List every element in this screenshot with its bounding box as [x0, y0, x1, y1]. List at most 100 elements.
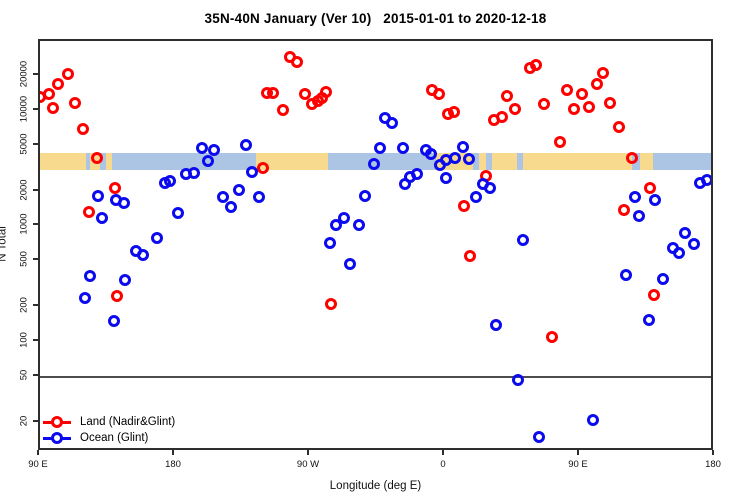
- legend: Land (Nadir&Glint) Ocean (Glint): [43, 414, 175, 446]
- x-tick: [442, 450, 444, 455]
- y-tick: [33, 373, 38, 376]
- scatter-point-land: [457, 199, 470, 212]
- scatter-point-land: [509, 103, 522, 116]
- x-tick: [577, 450, 579, 455]
- scatter-point-land: [42, 87, 55, 100]
- band-segment-ocean: [485, 153, 492, 170]
- scatter-point-ocean: [673, 247, 686, 260]
- scatter-point-ocean: [483, 182, 496, 195]
- x-tick-label: 90 W: [296, 459, 320, 470]
- scatter-point-ocean: [196, 142, 208, 155]
- scatter-point-ocean: [91, 190, 104, 203]
- ocean-circle-icon: [51, 432, 63, 444]
- band-segment-ocean: [100, 153, 106, 170]
- scatter-point-land: [290, 55, 303, 68]
- scatter-point-ocean: [119, 274, 132, 287]
- scatter-point-ocean: [96, 211, 109, 224]
- x-tick: [712, 450, 714, 455]
- scatter-point-ocean: [107, 315, 120, 328]
- chart-title: 35N-40N January (Ver 10) 2015-01-01 to 2…: [204, 11, 547, 26]
- x-tick-label: 90 E: [568, 459, 588, 470]
- scatter-point-land: [530, 59, 543, 72]
- scatter-point-land: [582, 100, 595, 113]
- scatter-point-ocean: [217, 190, 229, 203]
- scatter-point-land: [299, 88, 312, 101]
- scatter-point-land: [320, 85, 333, 98]
- x-axis-label: Longitude (deg E): [329, 480, 422, 492]
- scatter-point-ocean: [337, 211, 350, 224]
- scatter-point-ocean: [118, 197, 131, 210]
- scatter-point-ocean: [629, 190, 642, 203]
- scatter-point-ocean: [470, 190, 483, 203]
- scatter-point-land: [463, 249, 476, 262]
- land-circle-icon: [51, 416, 63, 428]
- scatter-point-ocean: [532, 430, 545, 443]
- scatter-point-land: [68, 96, 81, 109]
- scatter-point-land: [52, 77, 64, 90]
- scatter-point-ocean: [164, 174, 177, 187]
- band-segment-land: [40, 153, 87, 170]
- y-tick-label: 100: [18, 331, 30, 348]
- scatter-point-ocean: [330, 218, 343, 231]
- x-tick-label: 180: [705, 459, 721, 470]
- scatter-point-ocean: [457, 141, 469, 154]
- y-tick-label: 200: [18, 297, 30, 313]
- legend-label-ocean: Ocean (Glint): [80, 432, 149, 444]
- scatter-point-land: [496, 111, 508, 123]
- band-segment-land: [256, 153, 328, 170]
- y-tick: [33, 73, 38, 75]
- y-tick-label: 1000: [18, 213, 30, 235]
- scatter-point-land: [545, 330, 558, 343]
- scatter-point-ocean: [252, 190, 265, 203]
- scatter-point-ocean: [462, 153, 475, 166]
- scatter-point-ocean: [701, 174, 711, 187]
- band-segment-ocean: [517, 153, 523, 170]
- scatter-point-land: [553, 135, 566, 148]
- scatter-point-ocean: [188, 167, 201, 180]
- band-segment-ocean: [653, 153, 711, 170]
- legend-item-land: Land (Nadir&Glint): [43, 414, 175, 430]
- y-tick: [33, 419, 38, 422]
- x-tick: [307, 450, 309, 455]
- scatter-point-land: [538, 98, 551, 111]
- band-segment-ocean: [328, 153, 436, 170]
- scatter-point-ocean: [517, 234, 529, 247]
- x-tick-label: 90 E: [28, 459, 48, 470]
- y-axis-label: N Total: [0, 226, 9, 262]
- y-tick-label: 2000: [18, 178, 30, 201]
- y-tick-label: 50: [18, 369, 30, 380]
- y-tick: [33, 304, 38, 306]
- scatter-point-land: [77, 122, 90, 135]
- scatter-point-land: [47, 101, 60, 114]
- y-tick: [33, 258, 38, 261]
- band-segment-ocean: [86, 153, 90, 170]
- scatter-point-land: [618, 204, 631, 217]
- scatter-point-ocean: [679, 227, 692, 240]
- scatter-point-land: [596, 67, 609, 80]
- scatter-point-ocean: [656, 273, 669, 286]
- x-tick-label: 180: [165, 459, 181, 470]
- y-tick-label: 10000: [18, 95, 30, 122]
- scatter-point-ocean: [78, 292, 91, 305]
- y-tick: [33, 142, 38, 145]
- scatter-point-ocean: [343, 257, 356, 270]
- scatter-point-ocean: [632, 209, 645, 222]
- scatter-point-land: [325, 298, 338, 311]
- scatter-point-ocean: [386, 116, 399, 129]
- reference-line-50: [40, 375, 711, 378]
- scatter-point-land: [91, 151, 103, 164]
- scatter-point-ocean: [397, 142, 409, 155]
- y-tick-label: 20000: [18, 60, 30, 88]
- scatter-point-ocean: [374, 142, 387, 155]
- scatter-point-ocean: [171, 207, 184, 220]
- band-segment-land: [491, 153, 517, 170]
- legend-label-land: Land (Nadir&Glint): [80, 416, 176, 428]
- scatter-point-ocean: [642, 314, 655, 327]
- band-segment-land: [106, 153, 112, 170]
- band-segment-land: [479, 153, 486, 170]
- x-tick-label: 0: [440, 459, 446, 470]
- scatter-point-ocean: [587, 414, 600, 427]
- plot-area: Land (Nadir&Glint) Ocean (Glint): [38, 39, 713, 450]
- x-tick: [37, 450, 39, 455]
